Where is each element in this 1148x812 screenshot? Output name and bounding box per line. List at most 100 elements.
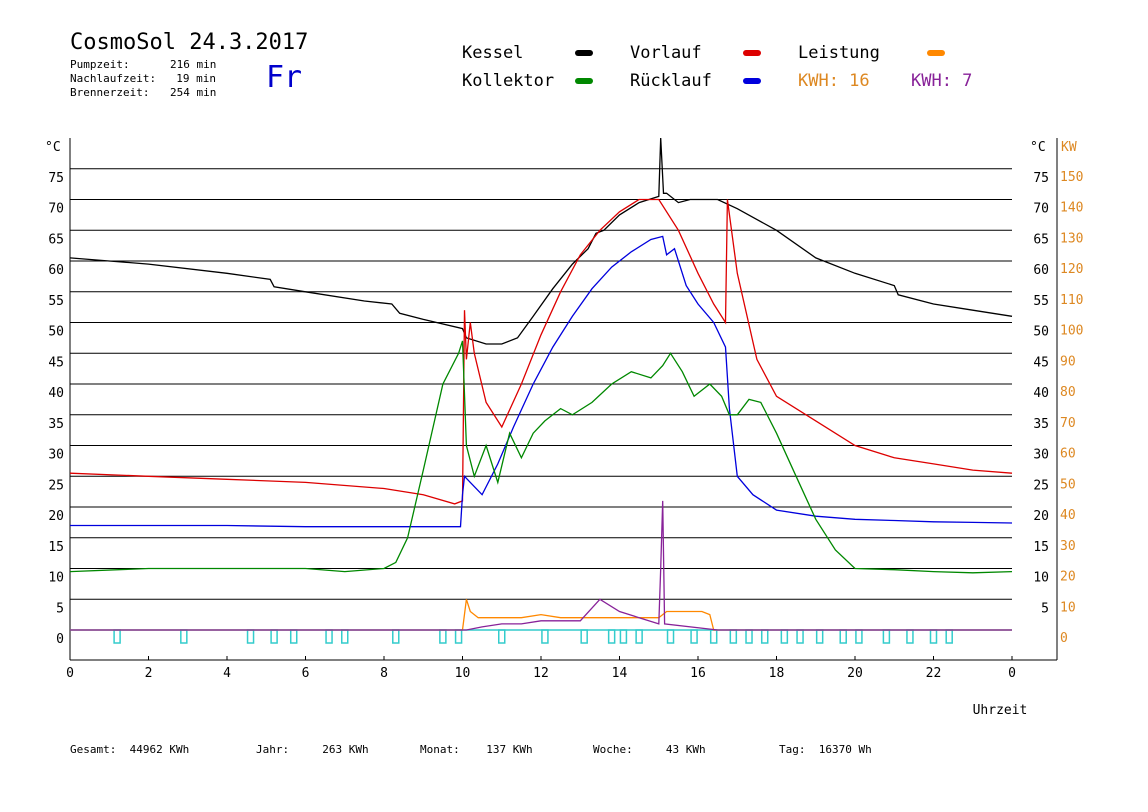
y-tick-label-right-kw: 130 <box>1060 231 1083 246</box>
pump-marker <box>325 629 333 644</box>
legend-kollektor-label: Kollektor <box>462 71 555 91</box>
footer-value: 263 KWh <box>322 743 369 756</box>
y-tick-label-left: 65 <box>48 232 64 247</box>
pump-marker <box>392 629 400 644</box>
series-line-vorlauf <box>69 198 1013 505</box>
y-tick-label-left: 30 <box>48 448 64 463</box>
pump-marker <box>780 629 789 644</box>
y-tick-label-left: 35 <box>48 417 64 432</box>
y-tick-label-left: 25 <box>48 478 64 493</box>
y-tick-label-right-kw: 120 <box>1060 262 1083 277</box>
footer-gesamt: Gesamt: 44962 KWh <box>70 743 189 756</box>
pump-marker <box>666 629 675 644</box>
series-line-r-cklauf <box>70 235 1013 528</box>
y-tick-label-right-kw: 80 <box>1060 385 1076 400</box>
pump-marker <box>709 629 718 644</box>
y-tick-label-left: 15 <box>48 540 64 555</box>
pump-marker <box>906 629 914 644</box>
y-tick-label-right-kw: 100 <box>1060 324 1083 339</box>
x-tick-label: 12 <box>533 666 549 681</box>
series-line-leistung <box>70 599 1012 631</box>
pump-marker <box>541 629 549 644</box>
y-tick-label-right-celsius: 10 <box>1033 571 1049 586</box>
y-tick-label-right-kw: 40 <box>1060 508 1076 523</box>
y-tick-label-right-kw: 90 <box>1060 354 1076 369</box>
legend-vorlauf-label: Vorlauf <box>630 43 702 63</box>
y-tick-label-left: 75 <box>48 171 64 186</box>
pump-marker <box>289 629 298 644</box>
x-tick-label: 18 <box>769 666 785 681</box>
x-tick-label: 0 <box>1008 666 1016 681</box>
info-label: Brennerzeit: <box>70 86 150 99</box>
footer-label: Tag: <box>779 743 806 756</box>
info-row-pumpzeit: Pumpzeit: 216 min <box>70 58 216 71</box>
y-tick-label-right-kw: 30 <box>1060 539 1076 554</box>
pump-marker <box>580 629 588 644</box>
weekday-label: Fr <box>266 60 303 95</box>
info-row-nachlaufzeit: Nachlaufzeit: 19 min <box>70 72 216 85</box>
footer-monat: Monat: 137 KWh <box>420 743 533 756</box>
info-value: 254 min <box>170 86 217 99</box>
pump-marker <box>796 629 804 644</box>
footer-jahr: Jahr: 263 KWh <box>256 743 369 756</box>
y-tick-label-right-celsius: 65 <box>1033 232 1049 247</box>
pump-marker <box>180 629 188 644</box>
kwh-total-label: KWH: 16 <box>798 71 870 91</box>
legend-leistung-label: Leistung <box>798 43 880 63</box>
y-tick-label-right-kw: 110 <box>1060 293 1083 308</box>
y-tick-label-right-kw: 150 <box>1060 170 1083 185</box>
y-axis-unit-left: °C <box>45 140 61 155</box>
x-tick-label: 6 <box>302 666 310 681</box>
y-tick-label-left: 5 <box>56 601 64 616</box>
info-value: 19 min <box>176 72 216 85</box>
pump-marker <box>498 629 506 644</box>
x-tick-label: 8 <box>380 666 388 681</box>
x-axis-label: Uhrzeit <box>973 703 1028 718</box>
pump-marker <box>929 629 938 644</box>
pump-marker <box>270 629 278 644</box>
y-tick-label-left: 40 <box>48 386 64 401</box>
y-tick-label-right-celsius: 5 <box>1041 601 1049 616</box>
y-axis-unit-kw: KW <box>1061 140 1077 155</box>
pump-marker <box>855 629 863 644</box>
footer-value: 43 KWh <box>665 743 706 756</box>
y-tick-label-right-celsius: 55 <box>1033 294 1049 309</box>
x-tick-label: 2 <box>145 666 153 681</box>
y-tick-label-left: 0 <box>56 632 64 647</box>
pump-marker <box>729 629 738 644</box>
pump-marker <box>439 629 447 644</box>
pump-marker <box>607 629 616 644</box>
pump-marker <box>635 629 643 644</box>
x-tick-label: 0 <box>66 666 74 681</box>
x-tick-label: 22 <box>926 666 942 681</box>
y-tick-label-right-kw: 140 <box>1060 201 1083 216</box>
info-label: Nachlaufzeit: <box>70 72 157 85</box>
legend-kessel-label: Kessel <box>462 43 524 63</box>
footer-label: Woche: <box>593 743 633 756</box>
footer-value: 44962 KWh <box>129 743 190 756</box>
series-line-kollektor <box>69 340 1013 574</box>
pump-marker <box>815 629 824 644</box>
y-tick-label-right-celsius: 45 <box>1033 355 1049 370</box>
x-tick-label: 10 <box>455 666 471 681</box>
y-tick-label-right-celsius: 20 <box>1033 509 1049 524</box>
footer-label: Gesamt: <box>70 743 117 756</box>
footer-label: Jahr: <box>256 743 290 756</box>
x-tick-label: 20 <box>847 666 863 681</box>
x-tick-label: 16 <box>690 666 706 681</box>
pump-marker <box>454 629 463 644</box>
y-tick-label-right-celsius: 70 <box>1033 202 1049 217</box>
pump-marker <box>882 629 891 644</box>
pump-marker <box>113 629 121 644</box>
y-tick-label-left: 20 <box>48 509 64 524</box>
y-axis-unit-right: °C <box>1030 140 1046 155</box>
footer-value: 137 KWh <box>486 743 533 756</box>
chart-title: CosmoSol 24.3.2017 <box>70 30 309 55</box>
pump-marker <box>246 629 255 644</box>
footer-tag: Tag: 16370 Wh <box>779 743 872 756</box>
y-tick-label-right-celsius: 15 <box>1033 540 1049 555</box>
pump-marker <box>341 629 349 644</box>
y-tick-label-right-celsius: 35 <box>1033 417 1049 432</box>
